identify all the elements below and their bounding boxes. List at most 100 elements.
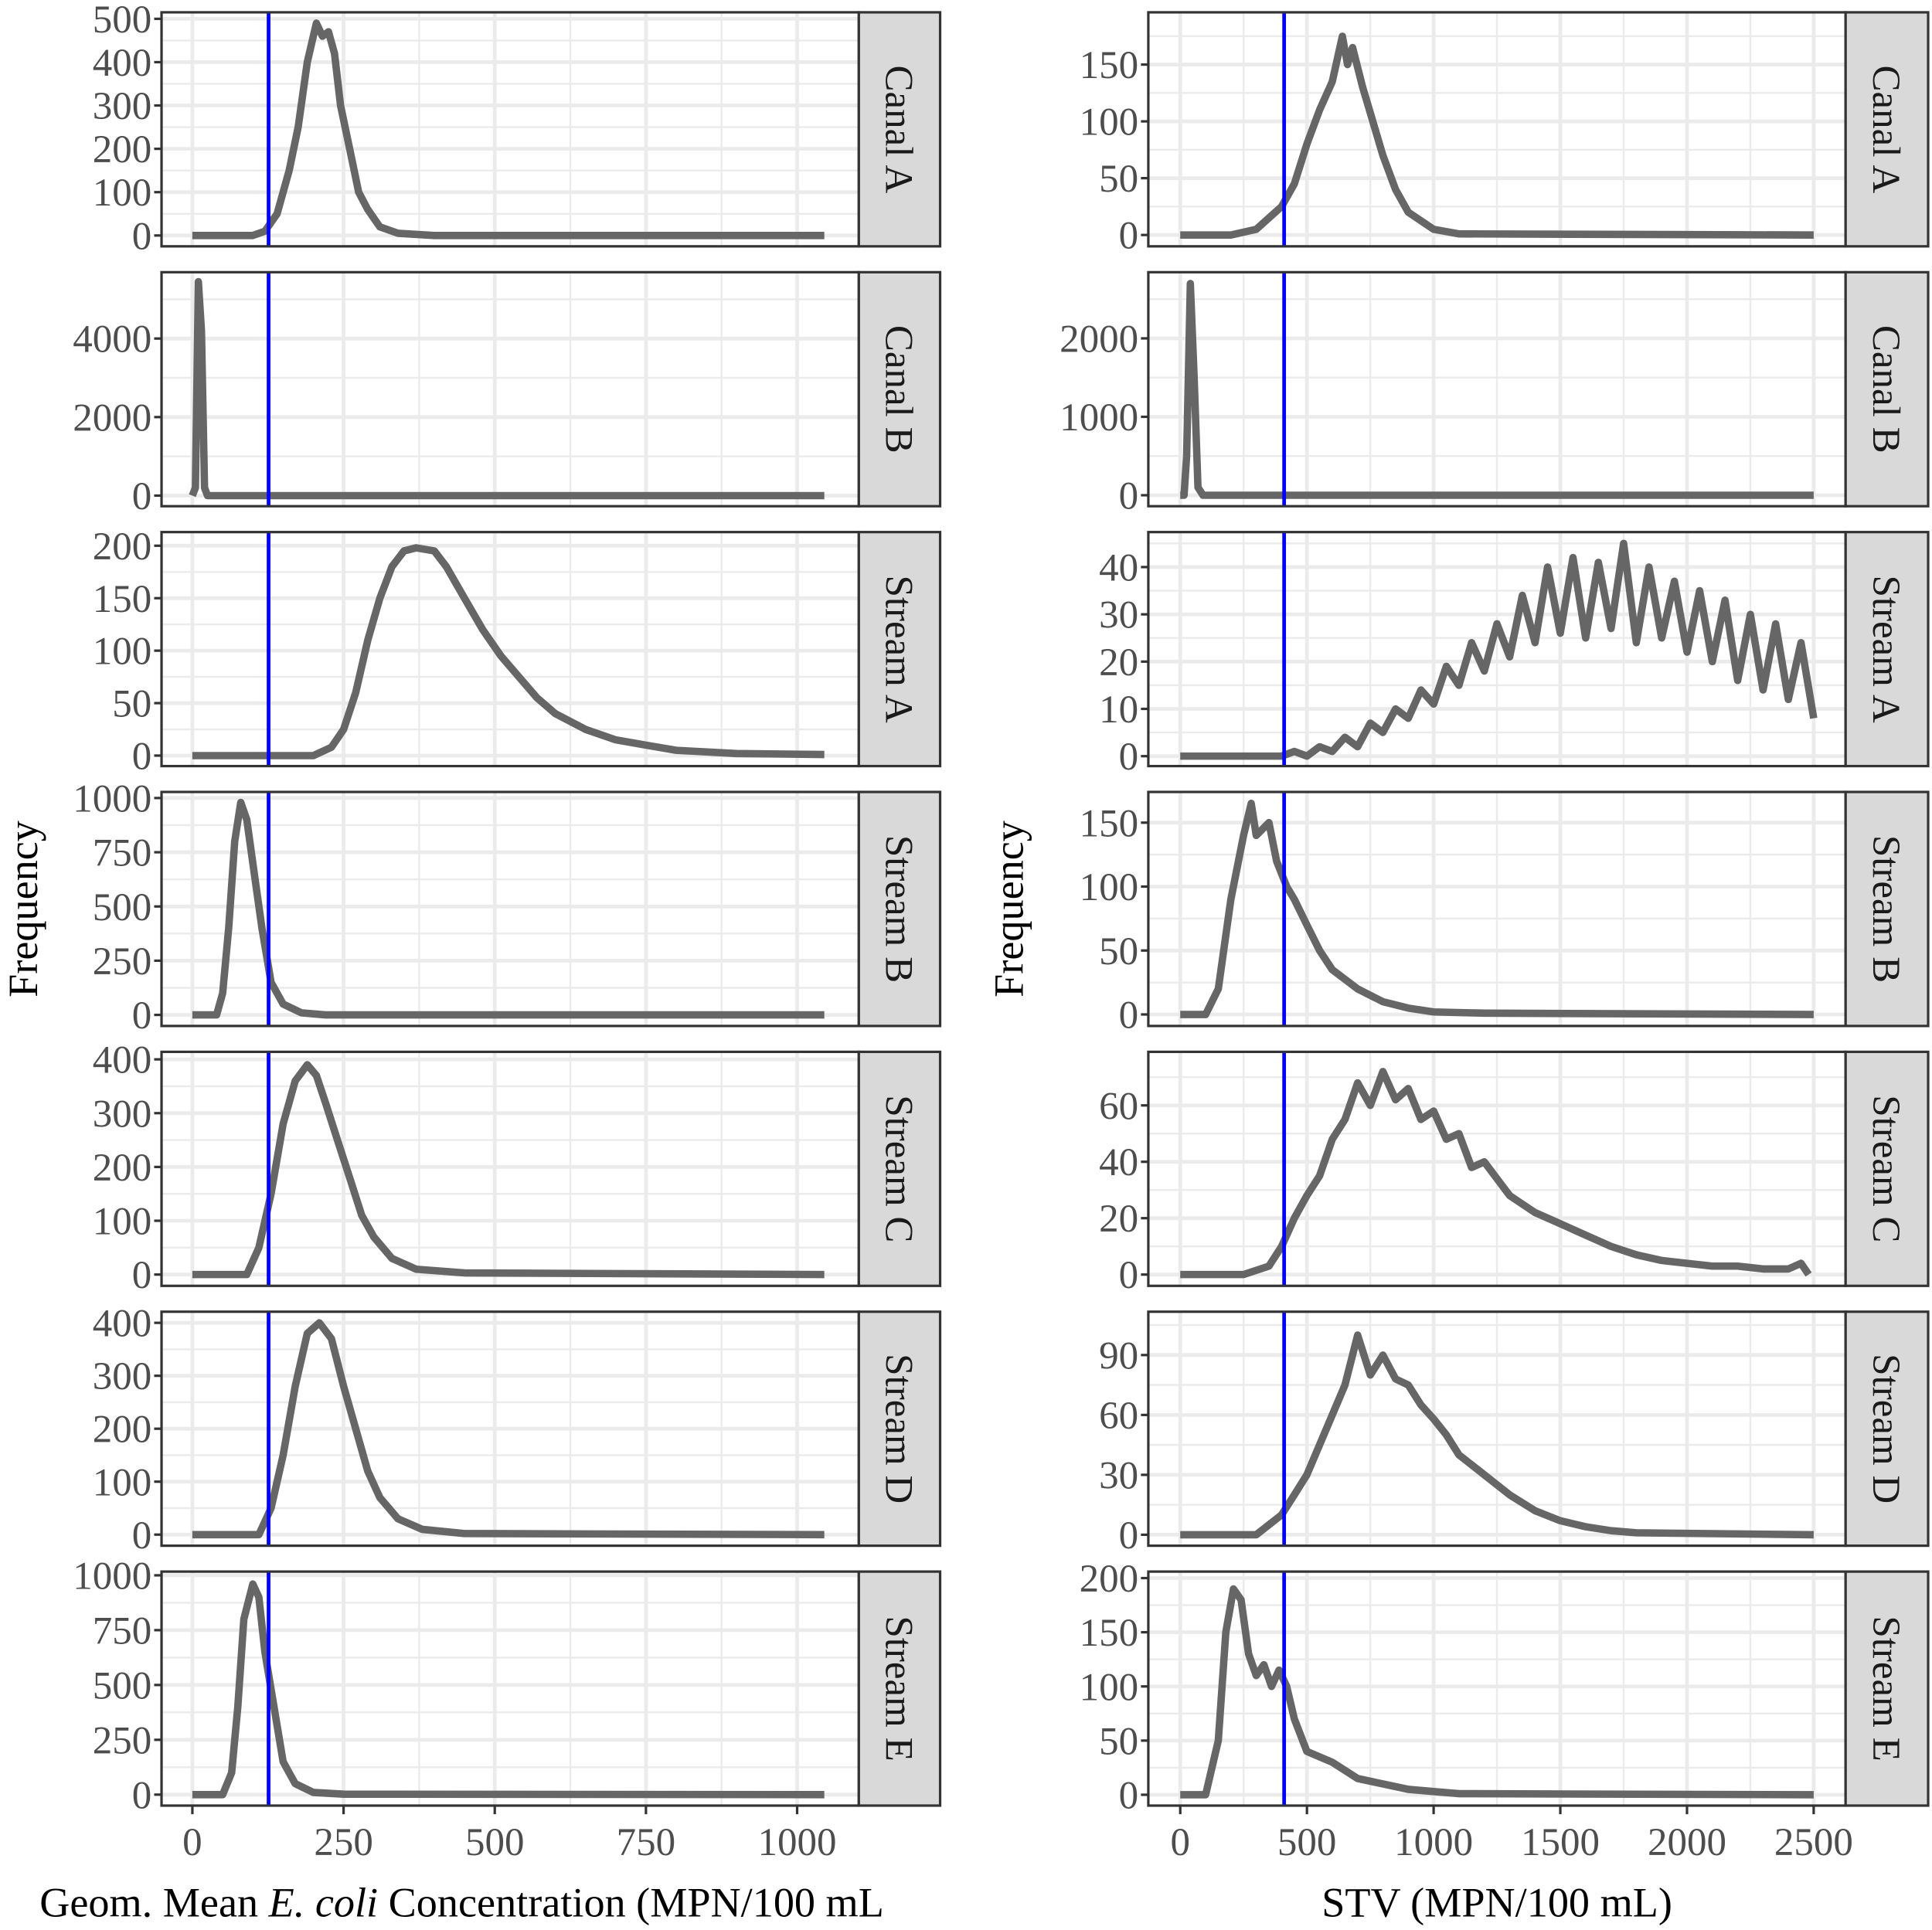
- x-tick-label: 1000: [1394, 1821, 1473, 1864]
- x-axis-title-left: Geom. Mean E. coli Concentration (MPN/10…: [39, 1879, 884, 1925]
- x-axis-title-left-pre: Geom. Mean: [39, 1879, 268, 1925]
- y-tick-label: 250: [93, 940, 152, 984]
- x-axis-title-left-italic: E. coli: [268, 1879, 378, 1925]
- y-tick-label: 150: [1080, 1612, 1139, 1655]
- frequency-line: [192, 544, 825, 759]
- y-tick-label: 20: [1099, 1198, 1138, 1241]
- panel-canal-b: Canal B 0 2000 4000: [73, 270, 942, 518]
- y-tick-label: 0: [132, 994, 152, 1038]
- y-tick-label: 750: [93, 832, 152, 875]
- facet-strip: [1844, 1310, 1930, 1548]
- facet-strip-label: Stream A: [1864, 575, 1907, 722]
- facet-strip-label: Stream D: [876, 1354, 920, 1504]
- y-tick-label: 90: [1099, 1334, 1138, 1378]
- frequency-line: [1180, 1331, 1814, 1539]
- y-tick-label: 10: [1099, 688, 1138, 732]
- panel-background: [162, 272, 859, 507]
- y-tick-label: 500: [93, 886, 152, 929]
- y-tick-label: 400: [93, 42, 152, 85]
- x-tick-label: 2000: [1648, 1821, 1726, 1864]
- y-tick-label: 50: [1099, 1720, 1138, 1763]
- frequency-line: [192, 19, 825, 240]
- x-axis-title-right: STV (MPN/100 mL): [1321, 1879, 1672, 1925]
- y-tick-label: 50: [112, 683, 151, 726]
- y-tick-label: 150: [1080, 44, 1139, 87]
- x-tick-label: 500: [465, 1821, 525, 1864]
- y-tick-label: 0: [132, 1774, 152, 1817]
- facet-strip: [857, 1310, 942, 1548]
- facet-strip-label: Canal A: [1864, 66, 1907, 194]
- frequency-line: [1180, 32, 1814, 239]
- frequency-line: [1180, 1068, 1812, 1279]
- y-tick-label: 200: [93, 525, 152, 569]
- y-tick-label: 300: [93, 1092, 152, 1136]
- frequency-line: [189, 277, 825, 500]
- y-tick-label: 30: [1099, 1454, 1138, 1497]
- facet-strip: [857, 11, 942, 248]
- facet-strip-label: Stream B: [876, 835, 920, 983]
- y-tick-label: 200: [93, 1147, 152, 1190]
- panel-background: [162, 1572, 859, 1806]
- y-tick-label: 1000: [1060, 396, 1138, 440]
- y-tick-label: 200: [93, 128, 152, 172]
- y-tick-label: 0: [1119, 994, 1139, 1038]
- facet-strip: [857, 270, 942, 508]
- y-tick-label: 100: [1080, 1666, 1139, 1709]
- y-tick-label: 750: [93, 1609, 152, 1653]
- panel-stream-e: Stream E 0 250 500 750 1000: [73, 1555, 942, 1817]
- x-tick-label: 250: [314, 1821, 373, 1864]
- y-tick-label: 200: [1080, 1558, 1139, 1601]
- frequency-line: [192, 1580, 825, 1799]
- panel-stream-b: Stream B 0 50 100 150: [1080, 790, 1930, 1038]
- x-tick-label: 1500: [1521, 1821, 1600, 1864]
- panel-canal-b: Canal B 0 1000 2000: [1060, 270, 1930, 518]
- y-tick-label: 100: [93, 172, 152, 215]
- facet-strip: [1844, 11, 1930, 248]
- frequency-line: [192, 1319, 825, 1539]
- y-tick-label: 2000: [1060, 318, 1138, 362]
- panel-background: [162, 792, 859, 1026]
- facet-strip: [857, 1050, 942, 1287]
- x-tick-label: 0: [1170, 1821, 1190, 1864]
- y-axis-title-left: Frequency: [0, 821, 46, 997]
- x-tick-label: 2500: [1774, 1821, 1853, 1864]
- facet-strip-label: Stream C: [1864, 1095, 1907, 1242]
- y-tick-label: 0: [1119, 736, 1139, 779]
- y-tick-label: 400: [93, 1303, 152, 1346]
- y-tick-label: 300: [93, 85, 152, 128]
- x-tick-label: 500: [1277, 1821, 1337, 1864]
- facet-strip-label: Stream E: [876, 1616, 920, 1761]
- y-tick-label: 500: [93, 0, 152, 42]
- y-tick-label: 30: [1099, 594, 1138, 637]
- y-tick-label: 50: [1099, 158, 1138, 201]
- y-tick-label: 0: [132, 736, 152, 779]
- panel-stream-d: Stream D 0 100 200 300 400: [93, 1303, 942, 1558]
- panel-stream-a: Stream A 0 50 100 150 200: [93, 525, 942, 779]
- y-tick-label: 250: [93, 1719, 152, 1762]
- y-tick-label: 20: [1099, 641, 1138, 685]
- frequency-line: [192, 798, 825, 1019]
- y-tick-label: 60: [1099, 1085, 1138, 1128]
- facet-strip-label: Stream A: [876, 575, 920, 722]
- panel-background: [162, 12, 859, 246]
- y-tick-label: 0: [132, 1514, 152, 1558]
- y-tick-label: 100: [1080, 866, 1139, 909]
- y-tick-label: 0: [1119, 215, 1139, 258]
- y-tick-label: 300: [93, 1355, 152, 1398]
- y-tick-label: 100: [93, 1461, 152, 1504]
- facet-strip: [857, 531, 942, 768]
- panel-stream-c: Stream C 0 20 40 60: [1099, 1050, 1930, 1297]
- y-tick-label: 400: [93, 1039, 152, 1082]
- x-axis-title-left-post: Concentration (MPN/100 mL: [378, 1879, 884, 1925]
- y-tick-label: 50: [1099, 930, 1138, 973]
- y-tick-label: 0: [132, 215, 152, 258]
- facet-strip: [1844, 270, 1930, 508]
- panel-stream-b: Stream B 0 250 500 750 1000: [73, 777, 942, 1038]
- panel-stream-d: Stream D 0 30 60 90: [1099, 1310, 1930, 1558]
- facet-strip-label: Stream C: [876, 1095, 920, 1242]
- y-tick-label: 0: [1119, 1254, 1139, 1297]
- y-tick-label: 40: [1099, 546, 1138, 590]
- y-tick-label: 0: [1119, 475, 1139, 518]
